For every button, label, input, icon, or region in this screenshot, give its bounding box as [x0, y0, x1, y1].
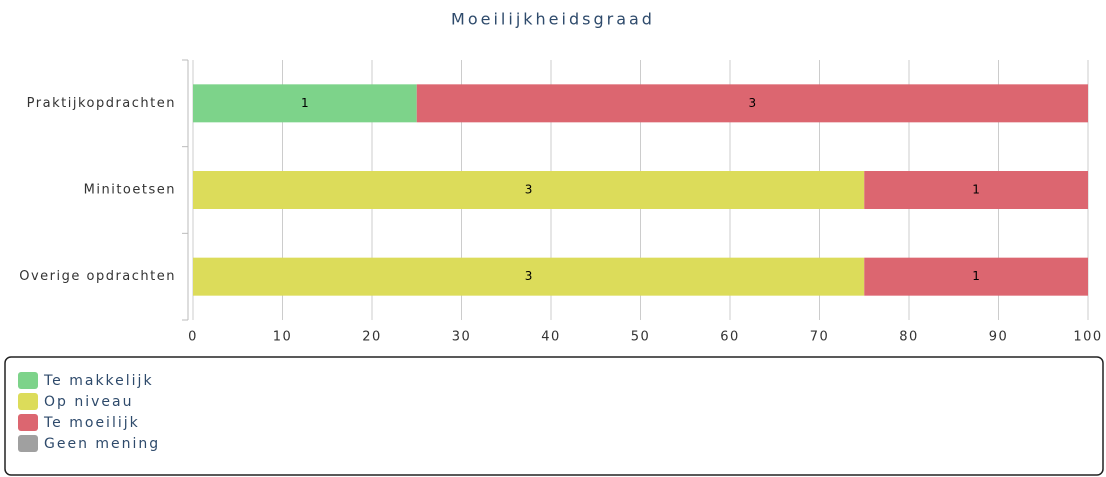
legend: Te makkelijk Op niveau Te moeilijk Geen men… — [18, 372, 160, 452]
data-label: 3 — [525, 183, 533, 197]
bar-segment — [193, 84, 417, 123]
x-tick-label: 40 — [541, 330, 561, 345]
x-tick-label: 70 — [810, 330, 830, 345]
legend-label: Te moeilijk — [43, 415, 140, 431]
bar-segment — [864, 257, 1088, 296]
legend-label: Te makkelijk — [43, 373, 154, 389]
y-tick-label: Praktijkopdrachten — [27, 96, 176, 111]
y-tick-label: Minitoetsen — [84, 183, 176, 198]
x-tick-label: 30 — [452, 330, 472, 345]
bar-segment — [864, 171, 1088, 209]
x-tick-label: 100 — [1073, 330, 1102, 345]
bar-segment — [416, 84, 1088, 123]
y-tick-label: Overige opdrachten — [19, 269, 176, 284]
x-tick-label: 10 — [273, 330, 293, 345]
x-tick-label: 80 — [899, 330, 919, 345]
data-label: 1 — [972, 183, 980, 197]
legend-swatch — [18, 414, 38, 431]
data-label: 3 — [749, 96, 757, 110]
legend-swatch — [18, 393, 38, 410]
x-tick-label: 0 — [188, 330, 198, 345]
legend-label: Op niveau — [44, 394, 133, 410]
legend-box — [4, 356, 1104, 476]
chart-title: Moeilijkheidsgraad — [451, 10, 655, 29]
legend-swatch — [18, 372, 38, 389]
x-tick-label: 20 — [362, 330, 382, 345]
bar-segment — [193, 171, 865, 209]
legend-label: Geen mening — [44, 436, 160, 452]
legend-swatch — [18, 435, 38, 452]
data-label: 1 — [301, 96, 309, 110]
bar-segment — [193, 257, 865, 296]
x-tick-label: 90 — [989, 330, 1009, 345]
x-tick-label: 50 — [631, 330, 651, 345]
data-label: 1 — [972, 269, 980, 283]
data-label: 3 — [525, 269, 533, 283]
x-tick-label: 60 — [720, 330, 740, 345]
